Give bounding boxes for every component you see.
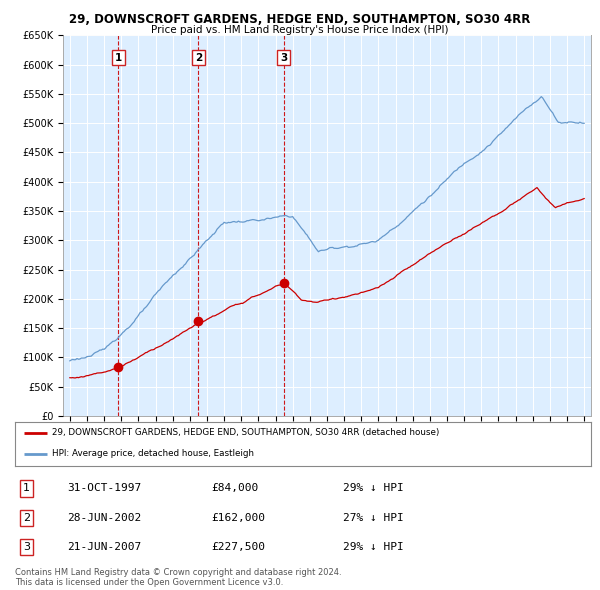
Text: 1: 1 — [115, 53, 122, 63]
Text: 29, DOWNSCROFT GARDENS, HEDGE END, SOUTHAMPTON, SO30 4RR (detached house): 29, DOWNSCROFT GARDENS, HEDGE END, SOUTH… — [52, 428, 440, 437]
Text: HPI: Average price, detached house, Eastleigh: HPI: Average price, detached house, East… — [52, 449, 254, 458]
Text: 29% ↓ HPI: 29% ↓ HPI — [343, 483, 404, 493]
Text: 27% ↓ HPI: 27% ↓ HPI — [343, 513, 404, 523]
Text: 21-JUN-2007: 21-JUN-2007 — [67, 542, 141, 552]
Text: £84,000: £84,000 — [211, 483, 258, 493]
Text: £162,000: £162,000 — [211, 513, 265, 523]
Text: 28-JUN-2002: 28-JUN-2002 — [67, 513, 141, 523]
Text: 31-OCT-1997: 31-OCT-1997 — [67, 483, 141, 493]
Text: 3: 3 — [280, 53, 287, 63]
Text: 29, DOWNSCROFT GARDENS, HEDGE END, SOUTHAMPTON, SO30 4RR: 29, DOWNSCROFT GARDENS, HEDGE END, SOUTH… — [70, 13, 530, 26]
Text: 29% ↓ HPI: 29% ↓ HPI — [343, 542, 404, 552]
Text: 2: 2 — [23, 513, 30, 523]
Text: £227,500: £227,500 — [211, 542, 265, 552]
Text: 2: 2 — [195, 53, 202, 63]
Text: Contains HM Land Registry data © Crown copyright and database right 2024.
This d: Contains HM Land Registry data © Crown c… — [15, 568, 341, 587]
Text: Price paid vs. HM Land Registry's House Price Index (HPI): Price paid vs. HM Land Registry's House … — [151, 25, 449, 35]
Text: 3: 3 — [23, 542, 30, 552]
Text: 1: 1 — [23, 483, 30, 493]
